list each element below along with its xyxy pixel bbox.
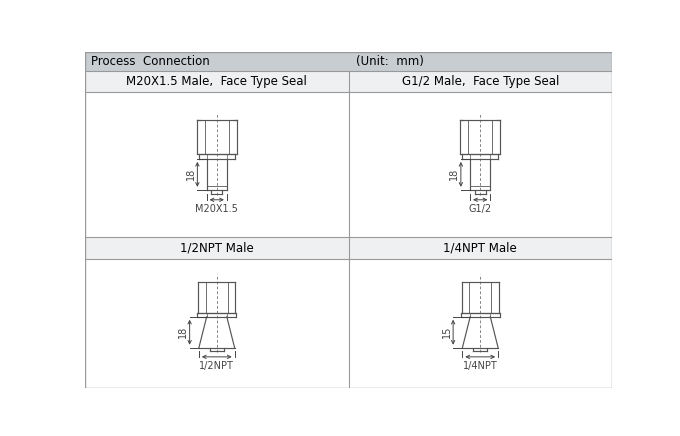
Bar <box>348 237 612 259</box>
Text: Process  Connection: Process Connection <box>91 55 210 68</box>
Text: 1/4NPT Male: 1/4NPT Male <box>443 242 517 254</box>
Text: (Unit:  mm): (Unit: mm) <box>356 55 424 68</box>
Bar <box>85 259 348 388</box>
Bar <box>348 92 612 237</box>
Text: 18: 18 <box>178 326 188 338</box>
Bar <box>85 92 348 237</box>
Text: G1/2 Male,  Face Type Seal: G1/2 Male, Face Type Seal <box>402 75 559 88</box>
Bar <box>348 259 612 388</box>
Text: 1/4NPT: 1/4NPT <box>463 361 498 371</box>
Text: 1/2NPT: 1/2NPT <box>199 361 234 371</box>
Text: 18: 18 <box>449 168 459 181</box>
Text: M20X1.5: M20X1.5 <box>195 204 238 215</box>
Bar <box>85 52 612 71</box>
Text: 1/2NPT Male: 1/2NPT Male <box>180 242 254 254</box>
Text: M20X1.5 Male,  Face Type Seal: M20X1.5 Male, Face Type Seal <box>126 75 307 88</box>
Bar <box>348 71 612 92</box>
Text: 15: 15 <box>441 326 452 338</box>
Bar <box>85 71 348 92</box>
Bar <box>85 237 348 259</box>
Text: G1/2: G1/2 <box>469 204 492 215</box>
Text: 18: 18 <box>186 168 196 181</box>
